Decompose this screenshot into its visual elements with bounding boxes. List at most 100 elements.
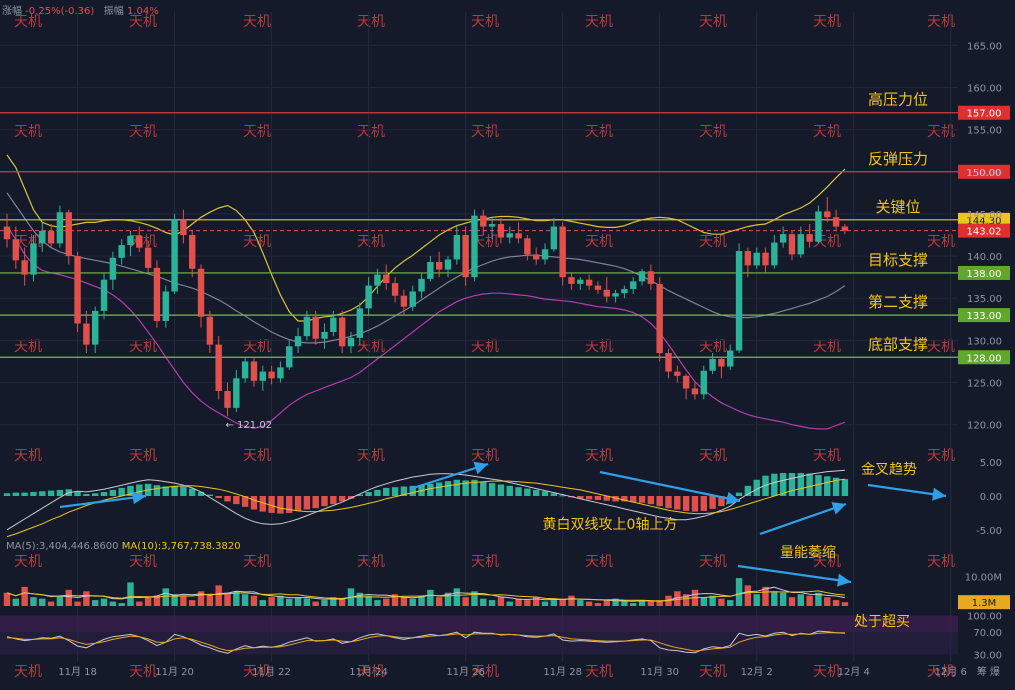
- rsi-axis-tick: 100.00: [967, 612, 1002, 623]
- x-axis-tick: 11月 28: [543, 666, 582, 678]
- volume-bar: [118, 603, 125, 606]
- candle-body: [321, 331, 328, 339]
- volume-bar: [330, 597, 337, 606]
- macd-histogram-bar: [259, 496, 266, 512]
- macd-histogram-bar: [241, 496, 249, 507]
- volume-bar: [197, 591, 205, 606]
- watermark-text: 天机: [357, 448, 385, 464]
- candle-body: [444, 259, 452, 270]
- volume-bar: [409, 598, 416, 606]
- macd-histogram-bar: [841, 479, 849, 496]
- watermark-text: 天机: [585, 664, 613, 680]
- macd-histogram-bar: [533, 489, 540, 496]
- volume-bar: [277, 595, 284, 606]
- macd-histogram-bar: [524, 488, 531, 496]
- macd-annotation-zero-axis: 黄白双线攻上0轴上方: [543, 516, 678, 533]
- volume-bar: [136, 601, 143, 606]
- volume-bar: [233, 591, 240, 606]
- volume-bar: [418, 595, 425, 606]
- candle-body: [312, 316, 319, 339]
- volume-bar: [435, 597, 443, 606]
- volume-bar: [700, 597, 707, 606]
- macd-histogram-bar: [788, 472, 796, 496]
- macd-histogram-bar: [612, 496, 619, 502]
- macd-histogram-bar: [21, 492, 28, 496]
- macd-histogram-bar: [462, 480, 469, 496]
- candle-body: [241, 361, 249, 379]
- candle-body: [400, 295, 408, 307]
- watermark-text: 天机: [927, 664, 955, 680]
- macd-histogram-bar: [391, 487, 399, 496]
- level-label: 底部支撑: [868, 335, 928, 353]
- macd-histogram-bar: [233, 496, 240, 505]
- level-label: 目标支撑: [868, 251, 928, 269]
- candle-body: [83, 323, 90, 345]
- volume-bar: [656, 600, 663, 606]
- candle-body: [39, 230, 46, 244]
- candle-body: [700, 370, 707, 395]
- level-tag-bg: [958, 265, 1010, 280]
- rsi-overbought-band: [0, 615, 958, 633]
- macd-histogram-bar: [762, 475, 769, 496]
- macd-histogram-bar: [647, 496, 655, 505]
- candle-body: [727, 350, 734, 367]
- level-tag-bg: [958, 308, 1010, 323]
- macd-histogram-bar: [674, 496, 681, 510]
- price-axis-tick: 125.00: [967, 379, 1002, 390]
- macd-histogram-bar: [338, 496, 346, 502]
- candle-body: [603, 289, 610, 297]
- candle-body: [153, 267, 161, 321]
- volume-last-tag-bg: [958, 595, 1010, 610]
- candle-body: [762, 252, 769, 266]
- macd-histogram-bar: [206, 494, 214, 496]
- candle-body: [47, 230, 55, 244]
- candle-body: [621, 288, 628, 294]
- last-price-tag: 143.02: [967, 227, 1002, 238]
- volume-bar: [753, 594, 760, 606]
- candle-body: [630, 281, 637, 289]
- watermark-text: 天机: [243, 14, 271, 30]
- candle-body: [144, 247, 152, 268]
- candle-body: [12, 239, 20, 261]
- volume-bar: [762, 586, 769, 606]
- watermark-text: 天机: [813, 554, 841, 570]
- macd-histogram-bar: [136, 484, 143, 496]
- volume-bar: [356, 592, 363, 606]
- macd-histogram-bar: [744, 485, 752, 496]
- candle-body: [206, 316, 214, 345]
- rsi-axis-tick: 70.00: [973, 628, 1002, 639]
- volume-axis-tick: 10.00M: [965, 573, 1002, 584]
- watermark-text: 天机: [699, 554, 727, 570]
- volume-bar: [294, 597, 302, 606]
- macd-histogram-bar: [74, 491, 81, 496]
- volume-legend: MA(5):3,404,446.8600 MA(10):3,767,738.38…: [6, 541, 241, 552]
- level-tag: 144.30: [967, 216, 1002, 227]
- macd-histogram-bar: [771, 473, 778, 496]
- candle-body: [771, 242, 778, 266]
- candle-body: [506, 233, 513, 238]
- macd-histogram-bar: [488, 483, 496, 496]
- volume-bar: [630, 603, 637, 606]
- volume-bar: [533, 597, 540, 606]
- volume-bar: [568, 595, 575, 606]
- watermark-text: 天机: [357, 339, 385, 355]
- volume-bar: [638, 600, 646, 606]
- macd-histogram-bar: [100, 491, 108, 496]
- annotation-arrow: [599, 470, 741, 505]
- candle-body: [568, 277, 575, 284]
- price-axis-tick: 145.00: [967, 210, 1002, 221]
- volume-bar: [74, 601, 81, 606]
- macd-histogram-bar: [682, 496, 690, 511]
- volume-bar: [92, 600, 99, 606]
- candle-body: [427, 261, 434, 279]
- watermark-text: 天机: [813, 664, 841, 680]
- watermark-text: 天机: [813, 339, 841, 355]
- volume-bar: [462, 597, 469, 606]
- candle-body: [524, 238, 531, 255]
- macd-histogram-bar: [718, 496, 725, 507]
- watermark-text: 天机: [585, 234, 613, 250]
- macd-histogram-bar: [189, 488, 196, 496]
- volume-bar: [303, 598, 311, 606]
- volume-bar: [832, 600, 840, 606]
- change-value: -0.25%(-0.36): [25, 6, 95, 17]
